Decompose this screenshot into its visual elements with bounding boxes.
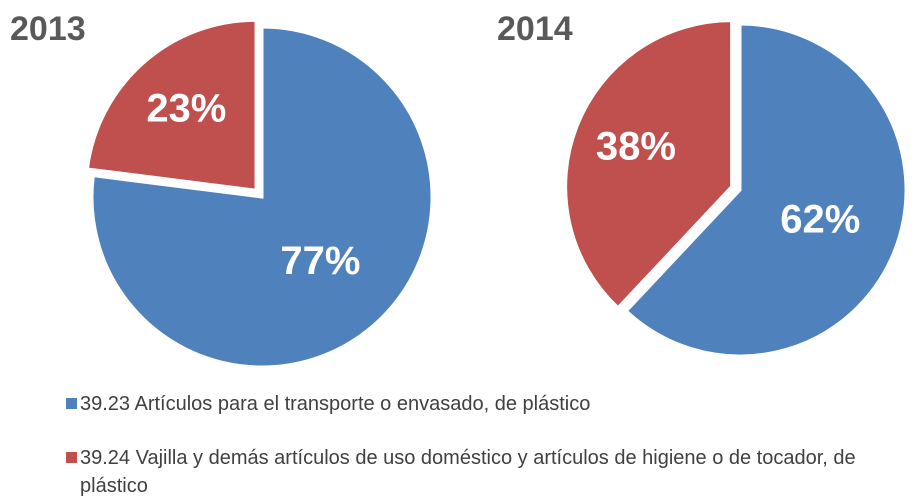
pie-slice bbox=[85, 18, 258, 192]
pie-slice bbox=[90, 25, 434, 369]
pie-slice bbox=[564, 19, 734, 310]
data-label: 38% bbox=[596, 124, 676, 168]
data-label: 23% bbox=[146, 87, 226, 131]
pie-slice bbox=[624, 22, 908, 358]
legend-item: 39.23 Artículos para el transporte o env… bbox=[80, 393, 591, 415]
legend-swatch bbox=[66, 452, 77, 463]
legend-item: 39.24 Vajilla y demás artículos de uso d… bbox=[80, 447, 856, 497]
data-label: 77% bbox=[280, 239, 360, 283]
chart-title: 2014 bbox=[497, 10, 573, 48]
legend-swatch bbox=[66, 398, 77, 409]
charts: 77% 23% 2013 62% 38% 2014 bbox=[10, 10, 908, 369]
chart-title: 2013 bbox=[10, 10, 86, 48]
data-label: 62% bbox=[780, 197, 860, 241]
